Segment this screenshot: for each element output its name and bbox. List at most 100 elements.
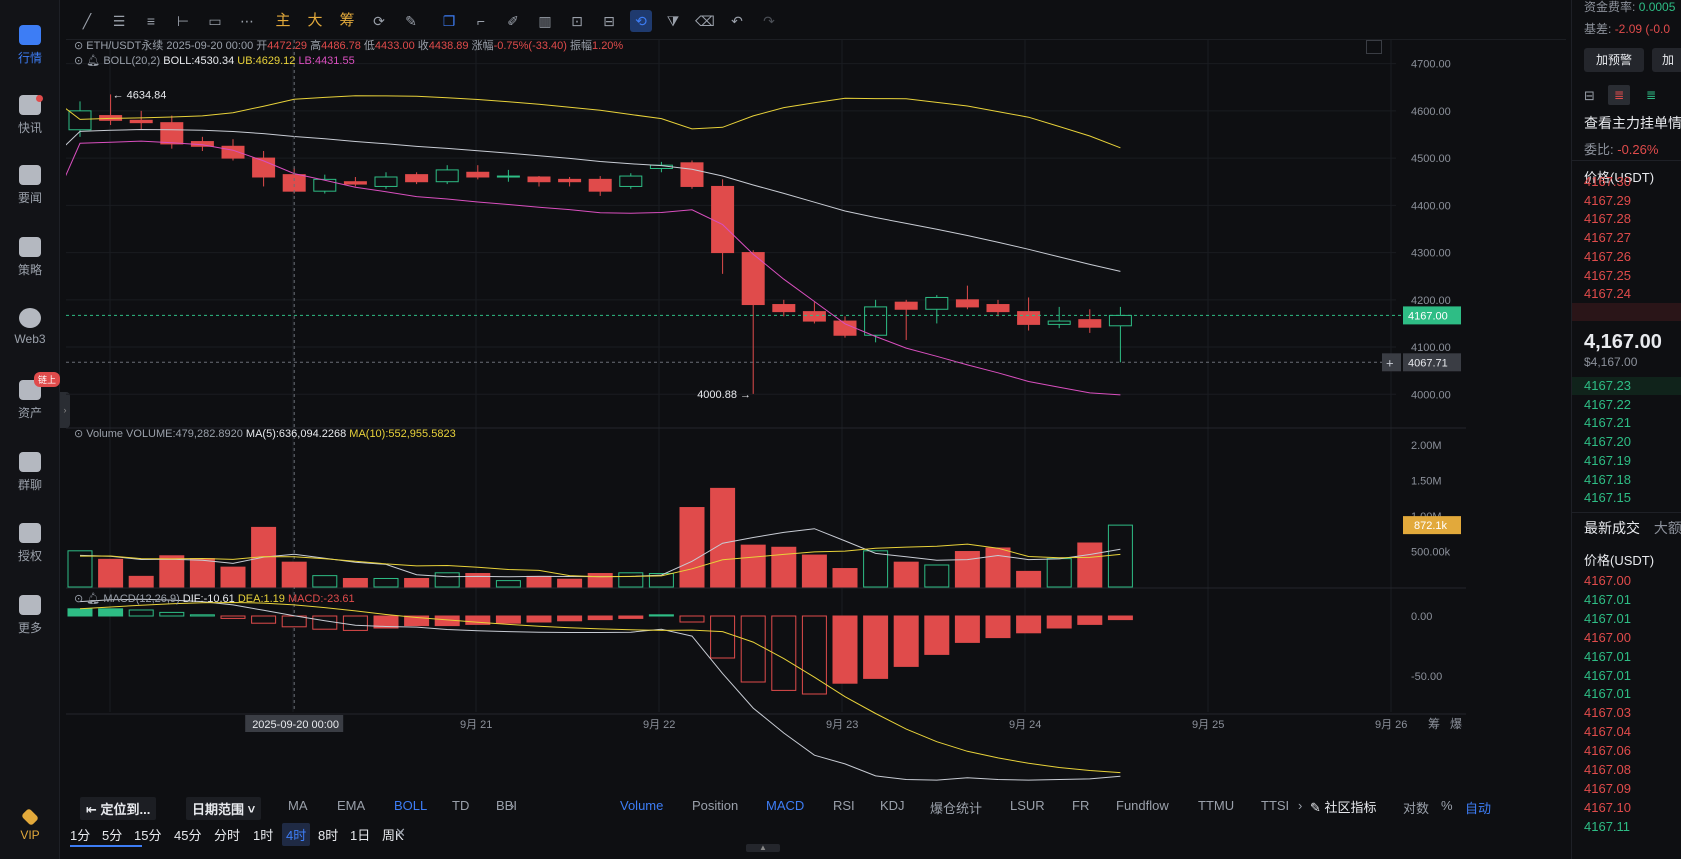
- orderbook-bids-icon[interactable]: ≣: [1646, 88, 1657, 102]
- compare-icon[interactable]: ⟳: [373, 13, 385, 29]
- undo-icon[interactable]: ↶: [731, 13, 743, 29]
- bid-row[interactable]: 4167.15: [1584, 490, 1631, 506]
- collapse-icon[interactable]: ⊙: [74, 593, 84, 605]
- ask-row[interactable]: 4167.26: [1584, 248, 1631, 264]
- community-indicators-button[interactable]: ✎ 社区指标: [1310, 797, 1377, 816]
- pen-icon[interactable]: ✐: [507, 13, 519, 29]
- ask-row[interactable]: 4167.30: [1584, 174, 1631, 189]
- collapse-icon[interactable]: ⊙: [74, 40, 84, 52]
- chevron-right-icon[interactable]: ›: [510, 798, 515, 813]
- brush-icon[interactable]: ✎: [405, 13, 417, 29]
- main-indicator-tab[interactable]: BOLL: [394, 798, 428, 813]
- timeframe-tab[interactable]: 5分: [102, 828, 123, 843]
- sub-indicator-tab[interactable]: Volume: [620, 798, 664, 813]
- main-chart-button[interactable]: 主: [275, 12, 291, 29]
- sub-indicator-tab[interactable]: TTMU: [1198, 798, 1235, 813]
- close-icon[interactable]: ✕: [395, 825, 406, 840]
- lock-icon[interactable]: ⊡: [571, 13, 583, 29]
- bid-row[interactable]: 4167.20: [1584, 434, 1631, 450]
- trades-tab-large[interactable]: 大额: [1653, 520, 1681, 536]
- main-indicator-tab[interactable]: EMA: [337, 798, 366, 813]
- more-tools-icon[interactable]: ⋯: [240, 13, 254, 29]
- auto-scale-button[interactable]: 自动: [1465, 801, 1492, 816]
- sidebar-item-more[interactable]: 更多: [0, 595, 60, 636]
- timeframe-tab[interactable]: 周K: [382, 828, 404, 843]
- orderbook-asks-icon[interactable]: ≣: [1608, 85, 1630, 105]
- sub-indicator-tab[interactable]: Position: [692, 798, 739, 813]
- ruler-icon[interactable]: ⌐: [476, 13, 486, 29]
- trade-row[interactable]: 4167.00: [1584, 629, 1631, 645]
- magnet-icon[interactable]: ⟲: [630, 10, 652, 32]
- sub-indicator-tab[interactable]: KDJ: [880, 798, 905, 813]
- sidebar-item-auth[interactable]: 授权: [0, 523, 60, 564]
- main-indicator-tab[interactable]: TD: [452, 798, 470, 813]
- trash-icon[interactable]: ⌫: [695, 13, 715, 29]
- fullscreen-icon[interactable]: [1366, 40, 1382, 54]
- trade-row[interactable]: 4167.01: [1584, 648, 1631, 664]
- bid-row[interactable]: 4167.22: [1584, 396, 1631, 412]
- bid-row[interactable]: 4167.18: [1584, 471, 1631, 487]
- timeframe-tab[interactable]: 45分: [174, 828, 202, 843]
- timeframe-tab[interactable]: 1分: [70, 828, 91, 843]
- candle-type-icon[interactable]: ▥: [538, 13, 552, 29]
- ask-row[interactable]: 4167.29: [1584, 192, 1631, 208]
- redo-icon[interactable]: ↷: [763, 13, 775, 29]
- ask-row[interactable]: 4167.28: [1584, 211, 1631, 227]
- sidebar-item-assets[interactable]: 链上 资产: [0, 372, 60, 421]
- chevron-right-icon[interactable]: ›: [1298, 798, 1303, 813]
- channel-tool-icon[interactable]: ≡: [146, 13, 156, 29]
- large-orders-button[interactable]: 大: [307, 12, 323, 29]
- bell-icon[interactable]: 🔔︎: [86, 593, 101, 605]
- timeframe-tab[interactable]: 4时: [282, 823, 311, 846]
- bid-row[interactable]: 4167.21: [1584, 415, 1631, 431]
- sidebar-item-market[interactable]: 行情: [0, 25, 60, 66]
- trade-row[interactable]: 4167.10: [1584, 799, 1631, 815]
- trade-row[interactable]: 4167.01: [1584, 667, 1631, 683]
- timeframe-tab[interactable]: 15分: [134, 828, 162, 843]
- sidebar-item-vip[interactable]: VIP: [0, 807, 60, 842]
- ask-row[interactable]: 4167.27: [1584, 230, 1631, 246]
- bid-row[interactable]: 4167.19: [1584, 452, 1631, 468]
- sub-indicator-tab[interactable]: Fundflow: [1116, 798, 1169, 813]
- horizontal-line-tool-icon[interactable]: ⊢: [176, 13, 190, 29]
- trade-row[interactable]: 4167.03: [1584, 705, 1631, 721]
- trendline-tool-icon[interactable]: ╱: [82, 13, 92, 29]
- sidebar-collapse-handle[interactable]: ›: [60, 392, 70, 428]
- parallel-lines-tool-icon[interactable]: ☰: [112, 13, 126, 29]
- trade-row[interactable]: 4167.11: [1584, 818, 1631, 834]
- chips-button[interactable]: 筹: [339, 12, 355, 29]
- add-button[interactable]: 加: [1652, 48, 1681, 72]
- timeframe-tab[interactable]: 分时: [214, 828, 241, 843]
- kline-chart[interactable]: 4700.00 4600.00 4500.00 4400.00 4300.00 4200.…: [61, 40, 1566, 790]
- timeframe-tab[interactable]: 1时: [253, 828, 274, 843]
- ask-row[interactable]: 4167.25: [1584, 267, 1631, 283]
- template-icon[interactable]: ⊟: [603, 13, 615, 29]
- collapse-icon[interactable]: ⊙: [74, 428, 84, 440]
- trade-row[interactable]: 4167.09: [1584, 780, 1631, 796]
- main-indicator-tab[interactable]: BBI: [496, 798, 517, 813]
- sub-indicator-tab[interactable]: MACD: [766, 798, 805, 813]
- sub-indicator-tab[interactable]: 爆仓统计: [930, 801, 983, 816]
- log-scale-button[interactable]: 对数: [1403, 801, 1430, 816]
- sub-indicator-tab[interactable]: TTSI: [1261, 798, 1290, 813]
- rectangle-tool-icon[interactable]: ▭: [208, 13, 222, 29]
- sidebar-item-chat[interactable]: 群聊: [0, 452, 60, 493]
- main-indicator-tab[interactable]: MA: [288, 798, 308, 813]
- chart-canvas[interactable]: 4700.00 4600.00 4500.00 4400.00 4300.00 4200.…: [61, 40, 1566, 790]
- trades-tab-latest[interactable]: 最新成交 大额: [1584, 518, 1681, 538]
- add-alert-button[interactable]: 加预警: [1584, 48, 1644, 72]
- trade-row[interactable]: 4167.00: [1584, 573, 1631, 588]
- trade-row[interactable]: 4167.06: [1584, 743, 1631, 759]
- trade-row[interactable]: 4167.01: [1584, 686, 1631, 702]
- sidebar-item-web3[interactable]: Web3: [0, 308, 60, 346]
- sub-indicator-tab[interactable]: FR: [1072, 798, 1090, 813]
- locate-button[interactable]: ⇤ 定位到...: [80, 797, 157, 820]
- sub-indicator-tab[interactable]: RSI: [833, 798, 855, 813]
- ask-row[interactable]: 4167.24: [1584, 286, 1631, 302]
- trade-row[interactable]: 4167.04: [1584, 724, 1631, 740]
- percent-scale-button[interactable]: %: [1441, 798, 1453, 813]
- sub-indicator-tab[interactable]: LSUR: [1010, 798, 1045, 813]
- bell-icon[interactable]: 🔔︎: [86, 55, 101, 67]
- panel-expand-handle[interactable]: ▲: [746, 844, 780, 852]
- sidebar-item-strategy[interactable]: 策略: [0, 237, 60, 278]
